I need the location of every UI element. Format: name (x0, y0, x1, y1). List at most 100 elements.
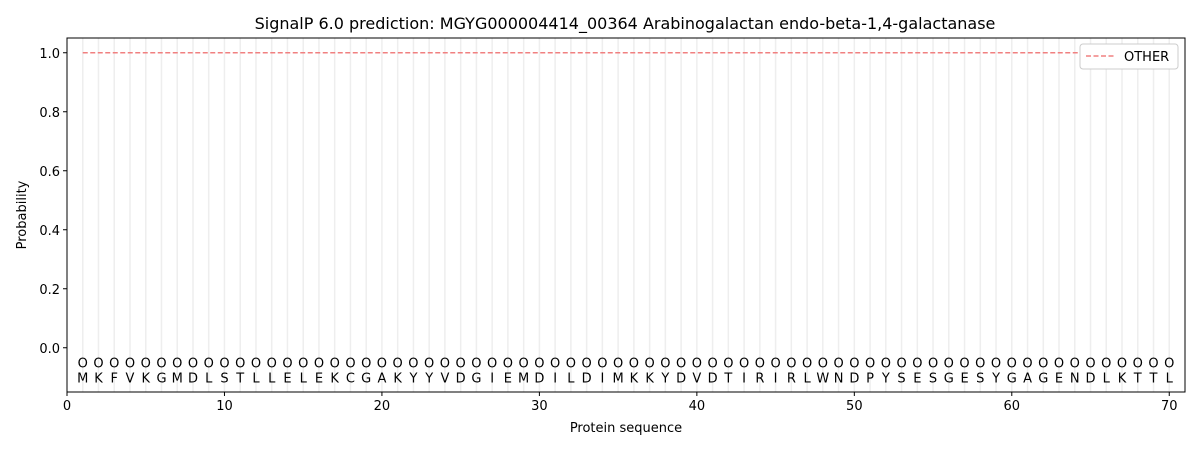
residue-label: D (849, 371, 859, 386)
predicted-label: O (944, 357, 954, 372)
predicted-label: O (707, 357, 717, 372)
predicted-label: O (78, 357, 88, 372)
predicted-label: O (723, 357, 733, 372)
residue-label: L (567, 371, 575, 386)
predicted-label: O (456, 357, 466, 372)
residue-label: R (755, 371, 764, 386)
residue-label: E (913, 371, 921, 386)
predicted-label: O (912, 357, 922, 372)
predicted-label: O (1038, 357, 1048, 372)
predicted-label: O (440, 357, 450, 372)
predicted-label: O (676, 357, 686, 372)
x-tick-label: 70 (1161, 399, 1178, 414)
residue-label: E (960, 371, 968, 386)
residue-label: K (1118, 371, 1127, 386)
residue-label: G (471, 371, 481, 386)
x-tick-label: 0 (63, 399, 71, 414)
residue-label: W (816, 371, 829, 386)
predicted-label: O (566, 357, 576, 372)
residue-label: M (172, 371, 183, 386)
residue-label: A (1023, 371, 1032, 386)
predicted-label: O (896, 357, 906, 372)
x-tick-label: 30 (531, 399, 548, 414)
x-tick-label: 20 (374, 399, 391, 414)
predicted-label: O (739, 357, 749, 372)
predicted-label: O (645, 357, 655, 372)
residue-label: M (613, 371, 624, 386)
predicted-label: O (125, 357, 135, 372)
predicted-label: O (471, 357, 481, 372)
predicted-label: O (770, 357, 780, 372)
predicted-label: O (802, 357, 812, 372)
residue-label: M (518, 371, 529, 386)
residue-label: L (268, 371, 276, 386)
predicted-label: O (597, 357, 607, 372)
residue-label: E (504, 371, 512, 386)
residue-label: N (834, 371, 844, 386)
y-tick-label: 0.2 (39, 283, 60, 298)
residue-label: G (1007, 371, 1017, 386)
predicted-label: O (975, 357, 985, 372)
residue-label: K (645, 371, 654, 386)
predicted-label: O (251, 357, 261, 372)
predicted-label: O (1164, 357, 1174, 372)
legend: OTHER (1079, 43, 1179, 70)
residue-label: D (456, 371, 466, 386)
predicted-label: O (833, 357, 843, 372)
x-tick-label: 50 (846, 399, 863, 414)
predicted-label: O (1085, 357, 1095, 372)
residue-label: D (188, 371, 198, 386)
residue-label: T (1133, 371, 1142, 386)
predicted-label: O (393, 357, 403, 372)
predicted-label: O (1101, 357, 1111, 372)
residue-label: K (94, 371, 103, 386)
residue-label: L (1103, 371, 1111, 386)
predicted-label: O (424, 357, 434, 372)
predicted-label: O (959, 357, 969, 372)
residue-label: S (976, 371, 984, 386)
predicted-label: O (345, 357, 355, 372)
residue-label: I (600, 371, 604, 386)
predicted-label: O (141, 357, 151, 372)
y-tick-label: 0.0 (39, 342, 60, 357)
residue-label: T (1149, 371, 1158, 386)
residue-label: G (944, 371, 954, 386)
residue-label: Y (408, 371, 417, 386)
y-tick-label: 0.4 (39, 224, 60, 239)
residue-label: S (220, 371, 228, 386)
predicted-label: O (267, 357, 277, 372)
residue-label: V (692, 371, 701, 386)
residue-label: T (235, 371, 244, 386)
residue-label: I (742, 371, 746, 386)
residue-label: L (205, 371, 213, 386)
residue-label: V (440, 371, 449, 386)
residue-label: K (141, 371, 150, 386)
residue-label: K (630, 371, 639, 386)
predicted-label: O (314, 357, 324, 372)
residue-label: K (330, 371, 339, 386)
chart-title: SignalP 6.0 prediction: MGYG000004414_00… (255, 14, 996, 34)
residue-label: I (490, 371, 494, 386)
predicted-label: O (991, 357, 1001, 372)
predicted-label: O (928, 357, 938, 372)
residue-label: M (77, 371, 88, 386)
predicted-label: O (503, 357, 513, 372)
predicted-label: O (660, 357, 670, 372)
y-axis-label: Probability (15, 180, 30, 249)
residue-label: I (553, 371, 557, 386)
predicted-label: O (550, 357, 560, 372)
predicted-label: O (377, 357, 387, 372)
x-tick-label: 40 (689, 399, 706, 414)
x-tick-label: 10 (216, 399, 233, 414)
predicted-label: O (282, 357, 292, 372)
legend-label-other: OTHER (1124, 50, 1169, 65)
residue-label: V (126, 371, 135, 386)
predicted-label: O (172, 357, 182, 372)
residue-label: C (346, 371, 355, 386)
residue-label: P (866, 371, 874, 386)
predicted-label: O (188, 357, 198, 372)
predicted-label: O (1022, 357, 1032, 372)
x-tick-label: 60 (1004, 399, 1021, 414)
